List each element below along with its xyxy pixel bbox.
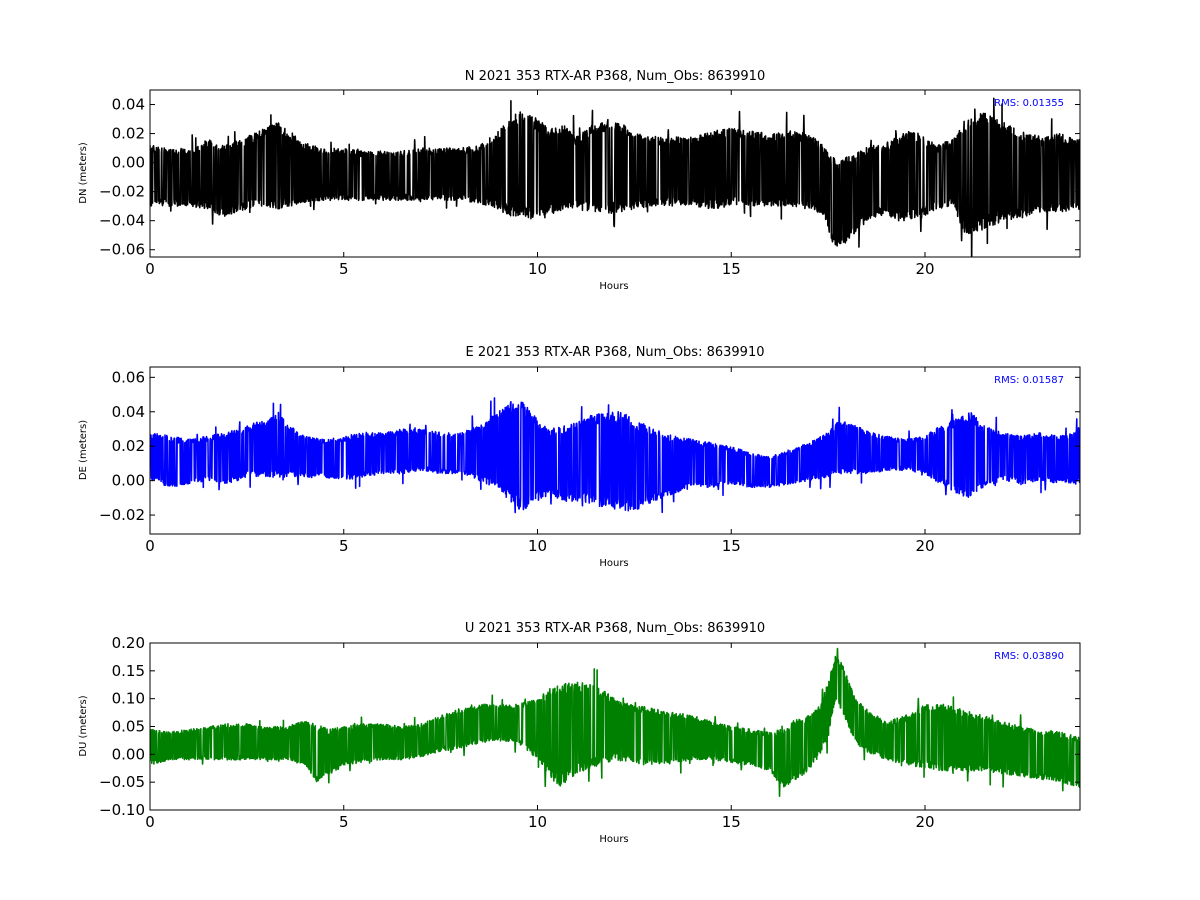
north-y-tick-label: 0.02 — [112, 125, 145, 143]
north-y-tick-label: 0.04 — [112, 96, 145, 114]
up-title: U 2021 353 RTX-AR P368, Num_Obs: 8639910 — [465, 621, 765, 636]
north-title: N 2021 353 RTX-AR P368, Num_Obs: 8639910 — [465, 69, 765, 84]
up-x-axis-label: Hours — [599, 834, 628, 845]
north-x-tick-label: 10 — [528, 260, 547, 278]
east-x-tick-label: 5 — [339, 537, 349, 555]
up-y-tick-label: 0.10 — [112, 690, 145, 708]
up-y-tick-label: 0.00 — [112, 745, 145, 763]
north-series-line — [150, 97, 1080, 257]
up-x-tick-label: 5 — [339, 813, 349, 831]
north-x-axis-label: Hours — [599, 281, 628, 292]
north-x-tick-label: 0 — [145, 260, 155, 278]
up-x-tick-label: 15 — [722, 813, 741, 831]
north-y-tick-label: 0.00 — [112, 154, 145, 172]
east-axes-frame — [149, 366, 1081, 535]
east-y-tick-label: −0.02 — [99, 506, 145, 524]
north-rms-annotation: RMS: 0.01355 — [994, 98, 1064, 109]
up-rms-annotation: RMS: 0.03890 — [994, 651, 1064, 662]
east-y-tick-label: 0.02 — [112, 437, 145, 455]
up-y-tick-label: −0.10 — [99, 801, 145, 819]
north-y-axis-label: DN (meters) — [78, 142, 89, 204]
up-y-tick-label: 0.05 — [112, 718, 145, 736]
north-x-tick-label: 20 — [915, 260, 934, 278]
east-rms-annotation: RMS: 0.01587 — [994, 375, 1064, 386]
east-x-tick-label: 0 — [145, 537, 155, 555]
north-x-tick-label: 5 — [339, 260, 349, 278]
up-x-tick-label: 10 — [528, 813, 547, 831]
east-y-tick-label: 0.04 — [112, 403, 145, 421]
east-y-axis-label: DE (meters) — [78, 420, 89, 480]
up-series-line — [150, 647, 1080, 797]
up-x-tick-label: 0 — [145, 813, 155, 831]
up-panel: U 2021 353 RTX-AR P368, Num_Obs: 8639910… — [78, 621, 1081, 845]
north-axes-frame — [149, 89, 1081, 258]
east-x-tick-label: 15 — [722, 537, 741, 555]
north-y-tick-label: −0.04 — [99, 212, 145, 230]
north-panel: N 2021 353 RTX-AR P368, Num_Obs: 8639910… — [78, 69, 1081, 292]
north-x-tick-label: 15 — [722, 260, 741, 278]
up-x-tick-label: 20 — [915, 813, 934, 831]
up-y-tick-label: 0.20 — [112, 634, 145, 652]
east-x-axis-label: Hours — [599, 558, 628, 569]
east-x-tick-label: 10 — [528, 537, 547, 555]
east-panel: E 2021 353 RTX-AR P368, Num_Obs: 8639910… — [78, 345, 1081, 569]
north-y-tick-label: −0.02 — [99, 183, 145, 201]
up-y-tick-label: 0.15 — [112, 662, 145, 680]
up-y-tick-label: −0.05 — [99, 773, 145, 791]
east-y-tick-label: 0.06 — [112, 368, 145, 386]
east-series-line — [150, 397, 1080, 514]
east-x-tick-label: 20 — [915, 537, 934, 555]
east-title: E 2021 353 RTX-AR P368, Num_Obs: 8639910 — [466, 345, 765, 360]
up-y-axis-label: DU (meters) — [78, 695, 89, 756]
east-y-tick-label: 0.00 — [112, 472, 145, 490]
north-y-tick-label: −0.06 — [99, 241, 145, 259]
